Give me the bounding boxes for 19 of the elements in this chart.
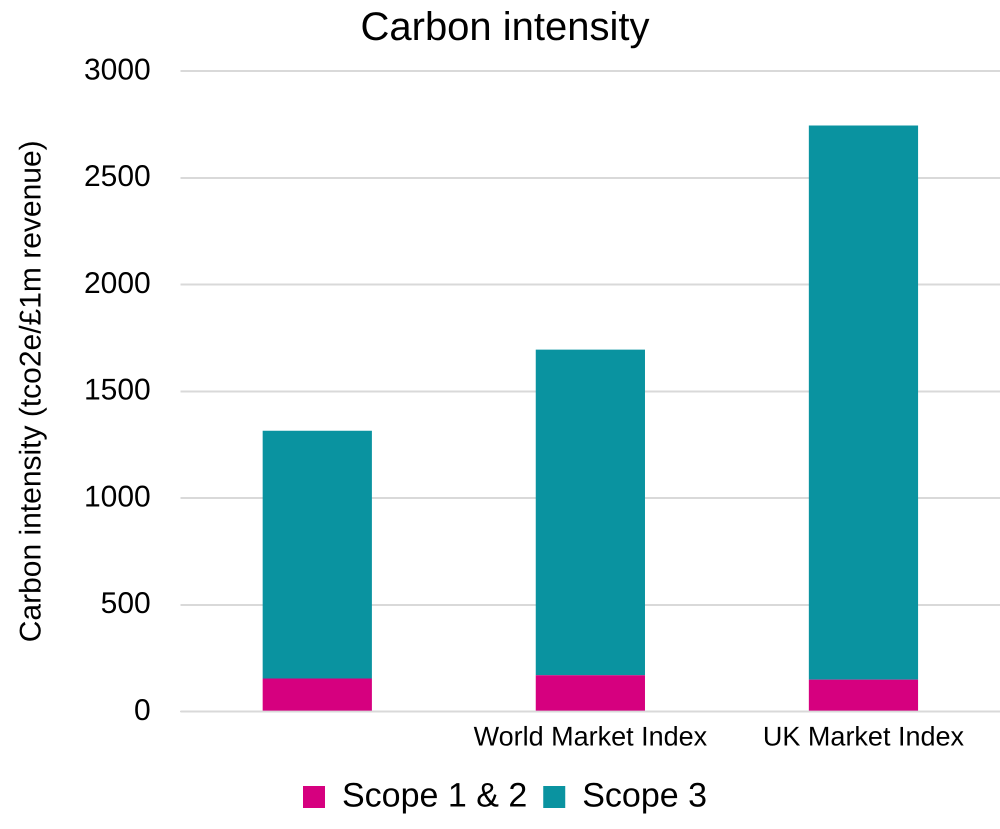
y-axis-title: Carbon intensity (tco2e/£1m revenue) <box>14 140 48 642</box>
chart-title: Carbon intensity <box>360 5 650 50</box>
y-tick-label: 3000 <box>84 53 151 86</box>
y-tick-label: 2000 <box>84 266 151 300</box>
legend-label: Scope 3 <box>582 776 708 814</box>
bar <box>808 125 918 680</box>
bar <box>262 678 372 711</box>
bar <box>808 680 918 711</box>
legend-label: Scope 1 & 2 <box>342 776 528 814</box>
x-tick-label: World Market Index <box>474 721 708 752</box>
y-tick-label: 0 <box>134 694 151 727</box>
y-tick-label: 1000 <box>84 480 151 514</box>
x-tick-label: UK Market Index <box>762 721 964 752</box>
y-tick-label: 1500 <box>84 374 151 407</box>
bar <box>536 675 645 711</box>
bar <box>536 350 645 676</box>
bar <box>262 430 372 679</box>
y-tick-label: 2500 <box>84 160 151 194</box>
y-tick-label: 500 <box>100 587 151 620</box>
